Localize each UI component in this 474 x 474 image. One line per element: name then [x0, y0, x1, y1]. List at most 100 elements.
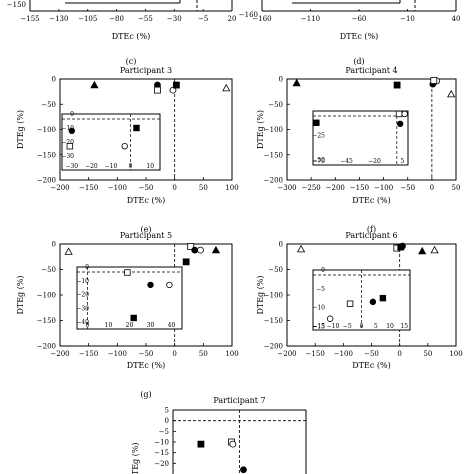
- inset-x-tick-label: −20: [368, 158, 381, 165]
- inset-y-tick-label: −10: [61, 125, 74, 132]
- x-tick-label: −100: [334, 350, 353, 358]
- filled-square-marker: [182, 258, 190, 266]
- x-tick-label: −200: [50, 184, 69, 192]
- filled-square-marker: [133, 124, 140, 132]
- inset-x-tick-label: 5: [374, 323, 378, 330]
- x-tick-label: −50: [139, 350, 154, 358]
- y-tick-label: −200: [37, 343, 56, 351]
- x-tick-label: −150: [306, 350, 325, 358]
- open-triangle-marker: [430, 245, 439, 254]
- x-tick-label: 0: [172, 184, 176, 192]
- x-tick-label: −155: [20, 15, 39, 23]
- y-tick-label: −20: [154, 460, 169, 468]
- open-triangle-marker: [296, 244, 306, 253]
- x-tick-label: −80: [109, 15, 124, 23]
- inset-x-tick-label: 10: [386, 323, 394, 330]
- y-tick-label: −50: [268, 101, 283, 109]
- open-square-marker: [66, 142, 74, 150]
- y-tick-label: 0: [52, 241, 56, 249]
- y-tick-label: 0: [279, 241, 283, 249]
- inset-frame: [312, 110, 409, 166]
- filled-square-marker: [379, 294, 387, 302]
- x-tick-label: −200: [50, 350, 69, 358]
- filled-circle-marker: [369, 298, 377, 306]
- x-tick-label: −50: [364, 350, 379, 358]
- open-triangle-marker: [222, 83, 231, 92]
- x-tick-label: 50: [199, 184, 208, 192]
- panel-title: Participant 6: [345, 231, 397, 240]
- filled-triangle-marker: [90, 80, 99, 89]
- inset-x-tick-label: −30: [65, 163, 78, 170]
- x-tick-label: 100: [225, 350, 238, 358]
- open-square-marker: [430, 77, 438, 84]
- inset-x-tick-label: 20: [126, 322, 134, 329]
- inset-x-tick-label: 10: [105, 322, 113, 329]
- inset-x-tick-label: 0: [360, 323, 364, 330]
- x-tick-label: −110: [301, 15, 320, 23]
- filled-circle-marker: [396, 120, 404, 127]
- x-tick-label: −130: [49, 15, 68, 23]
- inset-y-tick-label: −20: [61, 139, 74, 146]
- y-tick-label: −100: [37, 292, 56, 300]
- panel-title: Participant 5: [120, 231, 172, 240]
- inset-x-tick-label: 10: [146, 163, 154, 170]
- inset-plot: 0−5−10−15−15 −10 −5 0 5 10 15: [312, 267, 411, 331]
- y-tick-label: 0: [52, 76, 56, 84]
- x-tick-label: −50: [400, 184, 415, 192]
- panel-title: Participant 3: [120, 66, 172, 75]
- x-axis-label: DTEc (%): [352, 196, 390, 205]
- open-triangle-marker: [447, 89, 456, 98]
- y-tick-label: −200: [37, 177, 56, 185]
- panel-caption: (c): [126, 57, 137, 66]
- x-tick-label: −5: [198, 15, 208, 23]
- filled-circle-marker: [240, 466, 247, 474]
- open-square-marker: [395, 110, 403, 118]
- inset-y-tick-label: 0: [70, 111, 74, 118]
- panel-caption: (e): [141, 225, 152, 234]
- inset-y-tick-label: 0: [321, 267, 325, 274]
- panel-title: Participant 4: [345, 66, 397, 75]
- y-tick-label: −150: [37, 317, 56, 325]
- y-tick-label: −200: [264, 343, 283, 351]
- inset-y-tick-label: −20: [76, 292, 89, 299]
- x-tick-label: −55: [138, 15, 153, 23]
- inset-plot: 0−10−20−30−400 10 20 30 40: [76, 264, 183, 330]
- inset-y-tick-label: −10: [312, 305, 325, 312]
- x-tick-label: 0: [397, 350, 401, 358]
- x-tick-label: −100: [108, 350, 127, 358]
- x-tick-label: −150: [79, 350, 98, 358]
- panel-participant-7: Participant 7 DTEg (%) 5 0 −5 −10 −15 −20: [131, 396, 307, 474]
- inset-x-tick-label: −70: [312, 158, 325, 165]
- inset-x-tick-label: −20: [85, 163, 98, 170]
- filled-square-marker: [393, 81, 401, 89]
- x-tick-label: −200: [277, 350, 296, 358]
- inset-x-tick-label: 0: [129, 163, 133, 170]
- inset-plot: −25 −50−70 −45 −20 5: [312, 110, 409, 166]
- y-tick-label: −5: [159, 428, 169, 436]
- x-tick-label: −30: [167, 15, 182, 23]
- y-tick-label: −10: [154, 439, 169, 447]
- inset-x-tick-label: 15: [400, 323, 408, 330]
- inset-y-tick-label: −10: [76, 278, 89, 285]
- x-tick-label: −250: [302, 184, 321, 192]
- open-circle-marker: [197, 246, 204, 254]
- x-tick-label: −60: [352, 15, 367, 23]
- x-axis-label: DTEc (%): [127, 361, 165, 370]
- panel-caption: (d): [353, 57, 364, 66]
- y-tick-label: 0: [279, 76, 283, 84]
- y-tick-label: −100: [37, 126, 56, 134]
- x-tick-label: 100: [449, 350, 462, 358]
- filled-circle-marker: [147, 281, 154, 289]
- inset-x-tick-label: 40: [168, 322, 176, 329]
- x-tick-label: −10: [400, 15, 415, 23]
- x-tick-label: −100: [108, 184, 127, 192]
- y-tick-label: 5: [165, 407, 169, 415]
- inset-x-tick-label: 30: [147, 322, 155, 329]
- x-tick-label: 0: [172, 350, 176, 358]
- inset-y-tick-label: −40: [76, 319, 89, 326]
- x-axis-label: DTEc (%): [340, 32, 378, 41]
